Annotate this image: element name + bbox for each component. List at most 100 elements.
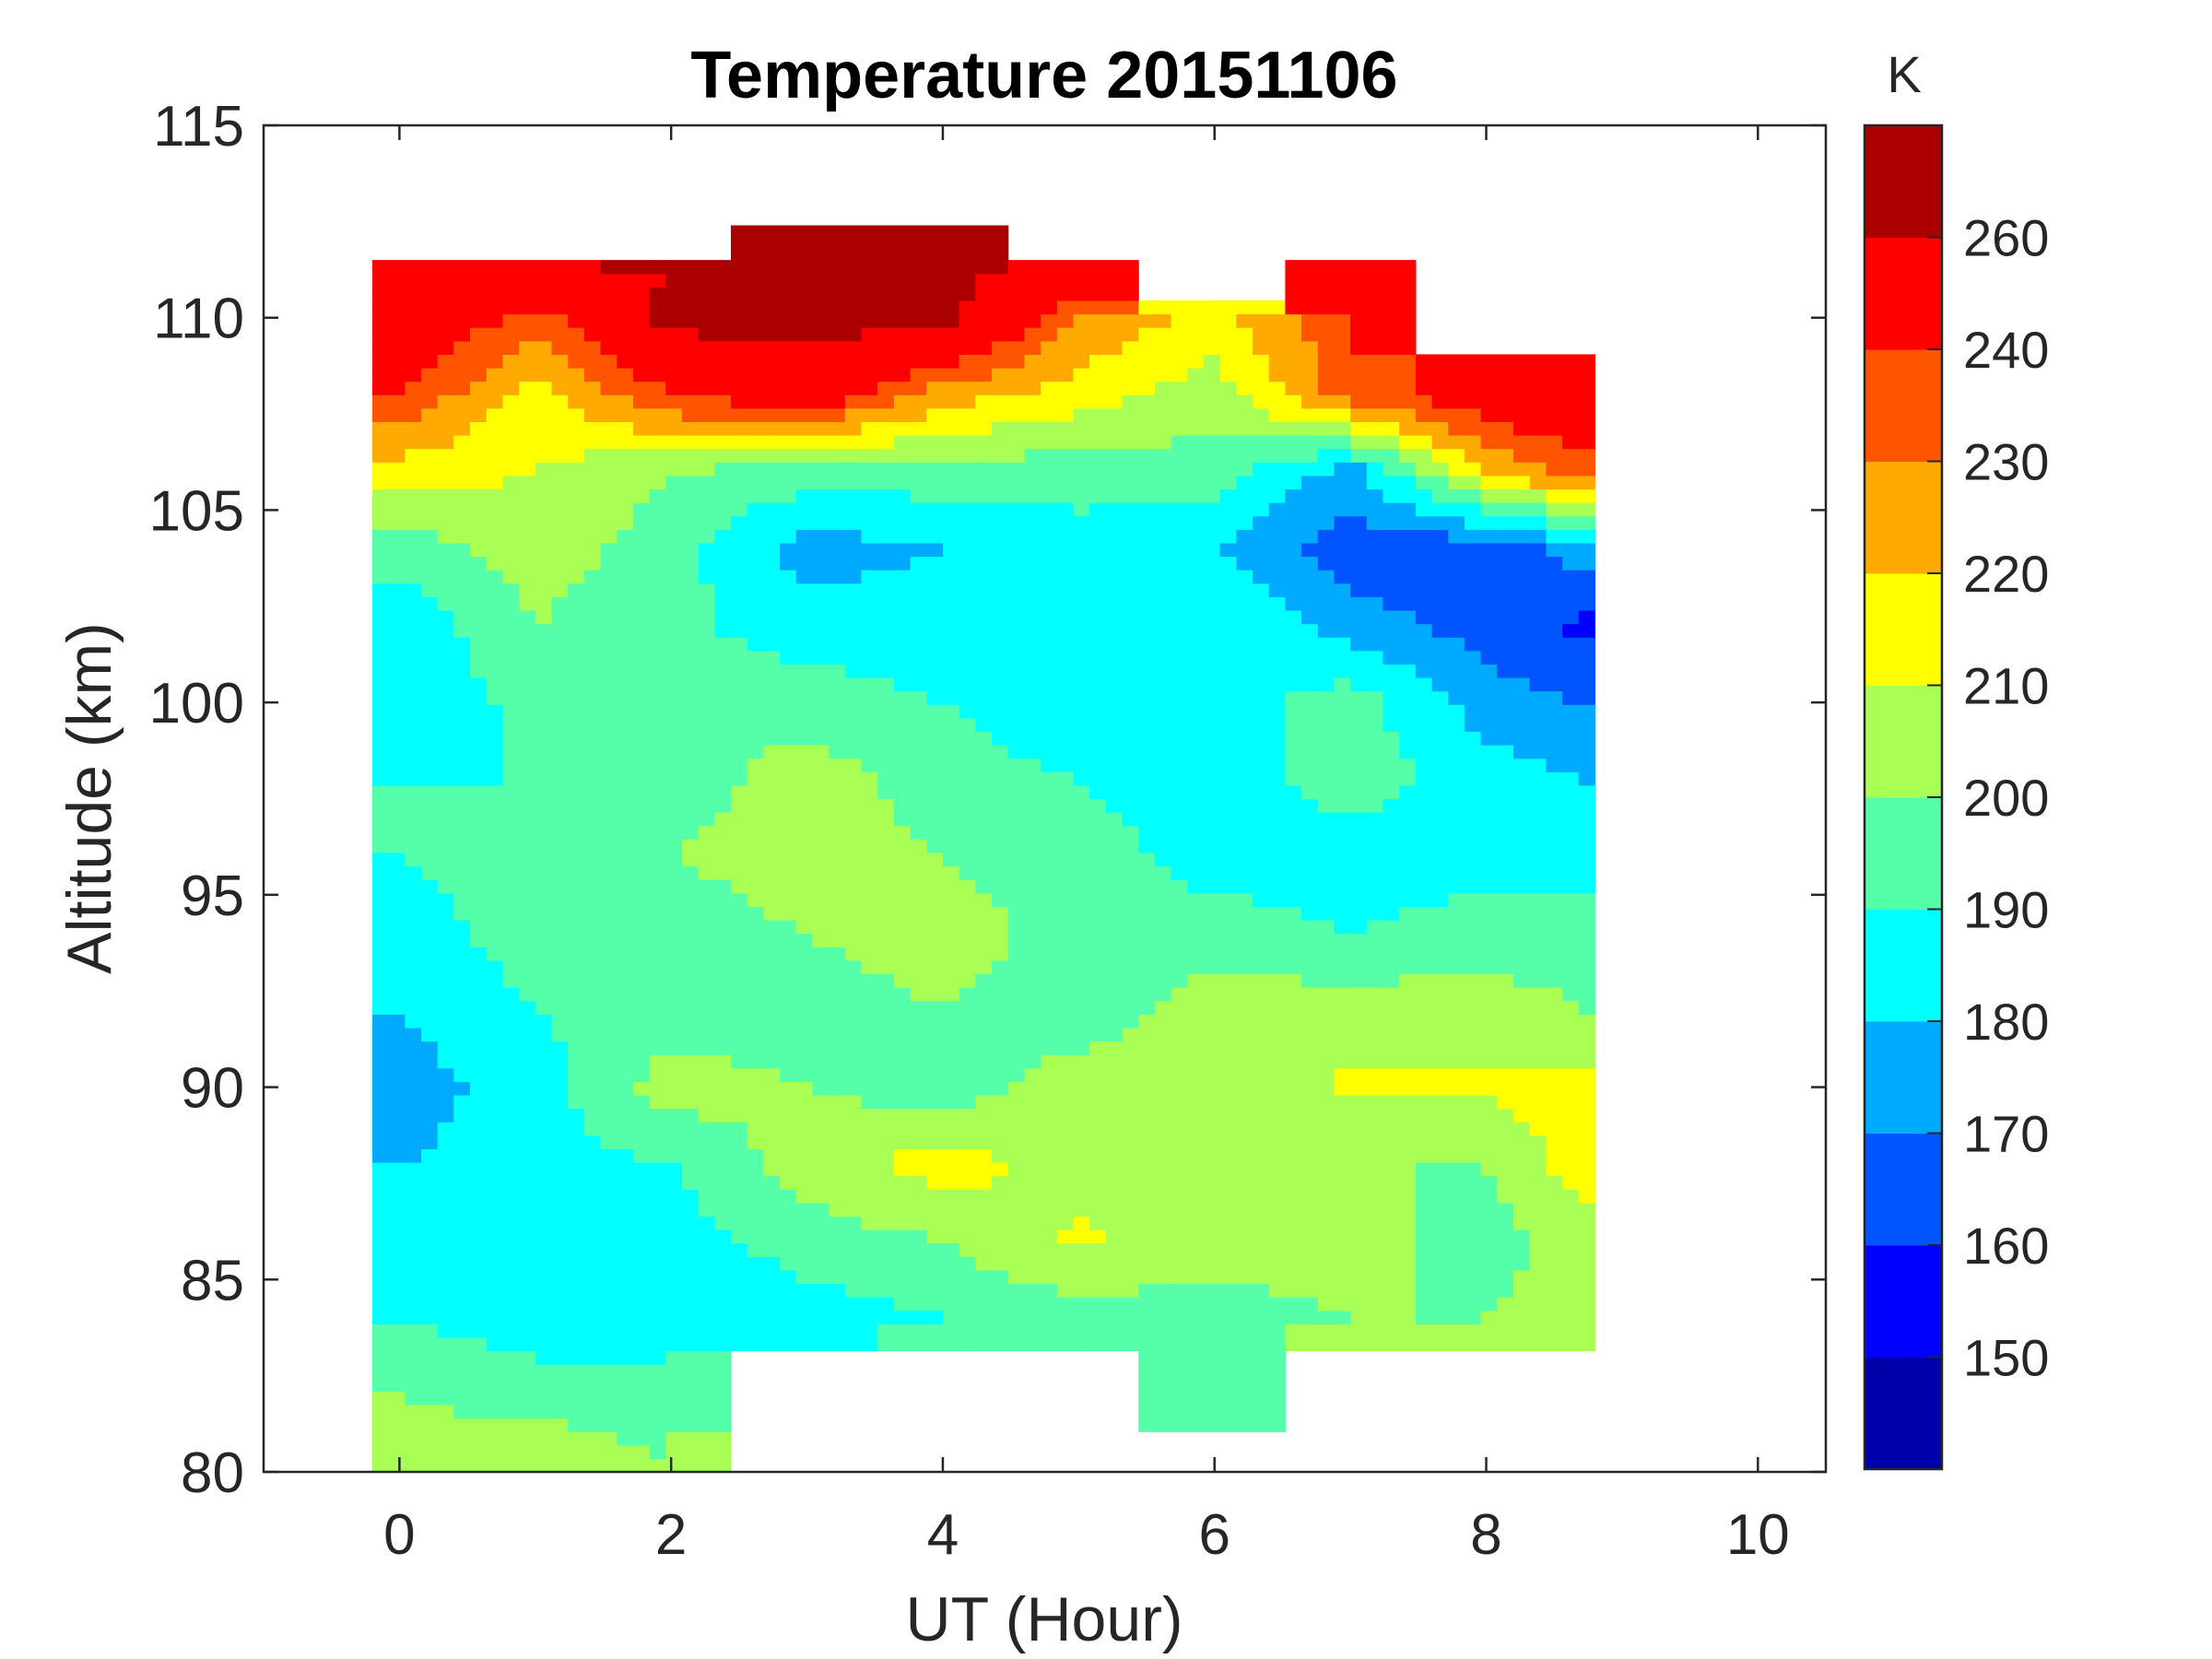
heatmap-cell bbox=[747, 610, 764, 625]
heatmap-cell bbox=[486, 1230, 503, 1244]
heatmap-cell bbox=[1154, 1324, 1172, 1338]
heatmap-cell bbox=[421, 1135, 439, 1149]
heatmap-cell bbox=[861, 529, 878, 544]
heatmap-cell bbox=[1171, 502, 1188, 517]
heatmap-cell bbox=[649, 1122, 666, 1136]
heatmap-cell bbox=[535, 462, 553, 477]
heatmap-cell bbox=[421, 1216, 439, 1230]
heatmap-cell bbox=[502, 368, 520, 382]
heatmap-cell bbox=[910, 407, 927, 422]
heatmap-cell bbox=[812, 1269, 830, 1285]
heatmap-cell bbox=[649, 839, 666, 853]
heatmap-cell bbox=[992, 839, 1009, 853]
heatmap-cell bbox=[632, 717, 651, 732]
heatmap-cell bbox=[421, 664, 439, 678]
heatmap-cell bbox=[1007, 798, 1025, 813]
heatmap-cell bbox=[470, 717, 488, 732]
heatmap-cell bbox=[959, 556, 976, 571]
heatmap-cell bbox=[975, 1094, 993, 1110]
heatmap-cell bbox=[421, 717, 439, 732]
heatmap-cell bbox=[421, 1175, 439, 1190]
heatmap-cell bbox=[959, 1242, 976, 1257]
heatmap-cell bbox=[1007, 637, 1025, 652]
heatmap-cell bbox=[844, 987, 863, 1002]
heatmap-cell bbox=[1219, 475, 1237, 490]
heatmap-cell bbox=[1122, 987, 1139, 1002]
heatmap-cell bbox=[388, 745, 406, 759]
heatmap-cell bbox=[763, 287, 781, 301]
heatmap-cell bbox=[877, 1310, 895, 1324]
heatmap-cell bbox=[535, 1297, 553, 1312]
heatmap-cell bbox=[1105, 623, 1124, 638]
heatmap-cell bbox=[926, 812, 944, 827]
heatmap-cell bbox=[844, 1014, 863, 1029]
heatmap-cell bbox=[388, 596, 406, 611]
heatmap-cell bbox=[568, 637, 585, 652]
heatmap-cell bbox=[1236, 717, 1253, 732]
heatmap-cell bbox=[535, 623, 553, 638]
heatmap-cell bbox=[975, 596, 993, 611]
heatmap-cell bbox=[992, 1094, 1009, 1110]
heatmap-cell bbox=[519, 368, 536, 382]
heatmap-cell bbox=[1253, 852, 1270, 867]
heatmap-cell bbox=[371, 879, 390, 894]
heatmap-cell bbox=[812, 1175, 830, 1190]
heatmap-cell bbox=[665, 542, 683, 558]
heatmap-cell bbox=[714, 784, 732, 800]
heatmap-cell bbox=[519, 920, 536, 935]
heatmap-cell bbox=[1203, 852, 1221, 867]
heatmap-cell bbox=[486, 368, 503, 382]
heatmap-cell bbox=[812, 717, 830, 732]
heatmap-cell bbox=[453, 1364, 471, 1379]
heatmap-cell bbox=[763, 354, 781, 369]
heatmap-cell bbox=[926, 502, 944, 517]
heatmap-cell bbox=[600, 381, 618, 395]
heatmap-cell bbox=[1105, 839, 1124, 853]
heatmap-cell bbox=[421, 1269, 439, 1285]
heatmap-cell bbox=[502, 906, 520, 921]
heatmap-cell bbox=[1253, 354, 1270, 369]
heatmap-cell bbox=[600, 892, 618, 907]
heatmap-cell bbox=[943, 488, 960, 503]
heatmap-cell bbox=[470, 1405, 488, 1419]
heatmap-cell bbox=[502, 381, 520, 395]
heatmap-cell bbox=[551, 462, 569, 477]
heatmap-cell bbox=[371, 839, 390, 853]
heatmap-cell bbox=[1138, 596, 1156, 611]
heatmap-cell bbox=[649, 421, 666, 436]
heatmap-cell bbox=[959, 1094, 976, 1110]
heatmap-cell bbox=[992, 529, 1009, 544]
heatmap-cell bbox=[1171, 1297, 1188, 1312]
heatmap-cell bbox=[1138, 1189, 1156, 1204]
heatmap-cell bbox=[388, 852, 406, 867]
heatmap-cell bbox=[600, 435, 618, 450]
heatmap-cell bbox=[714, 959, 732, 974]
heatmap-cell bbox=[453, 313, 471, 328]
heatmap-cell bbox=[600, 637, 618, 652]
heatmap-cell bbox=[1236, 488, 1253, 503]
heatmap-cell bbox=[665, 448, 683, 463]
heatmap-cell bbox=[829, 502, 846, 517]
heatmap-cell bbox=[861, 354, 878, 369]
heatmap-cell bbox=[780, 731, 797, 746]
heatmap-cell bbox=[1253, 758, 1270, 772]
heatmap-cell bbox=[470, 475, 488, 490]
heatmap-cell bbox=[371, 1283, 390, 1298]
heatmap-cell bbox=[893, 1014, 912, 1029]
heatmap-cell bbox=[1236, 1027, 1253, 1042]
heatmap-cell bbox=[844, 1202, 863, 1217]
heatmap-cell bbox=[844, 623, 863, 638]
heatmap-cell bbox=[437, 596, 454, 611]
heatmap-cell bbox=[1154, 650, 1172, 665]
heatmap-cell bbox=[1056, 1324, 1075, 1338]
heatmap-cell bbox=[502, 947, 520, 961]
heatmap-cell bbox=[829, 947, 846, 961]
heatmap-cell bbox=[1301, 1256, 1319, 1271]
heatmap-cell bbox=[371, 1444, 390, 1459]
heatmap-cell bbox=[714, 664, 732, 678]
heatmap-cell bbox=[959, 1230, 976, 1244]
heatmap-cell bbox=[698, 1148, 715, 1163]
heatmap-cell bbox=[1268, 1230, 1286, 1244]
heatmap-cell bbox=[780, 1336, 797, 1352]
heatmap-cell bbox=[1317, 1094, 1335, 1110]
